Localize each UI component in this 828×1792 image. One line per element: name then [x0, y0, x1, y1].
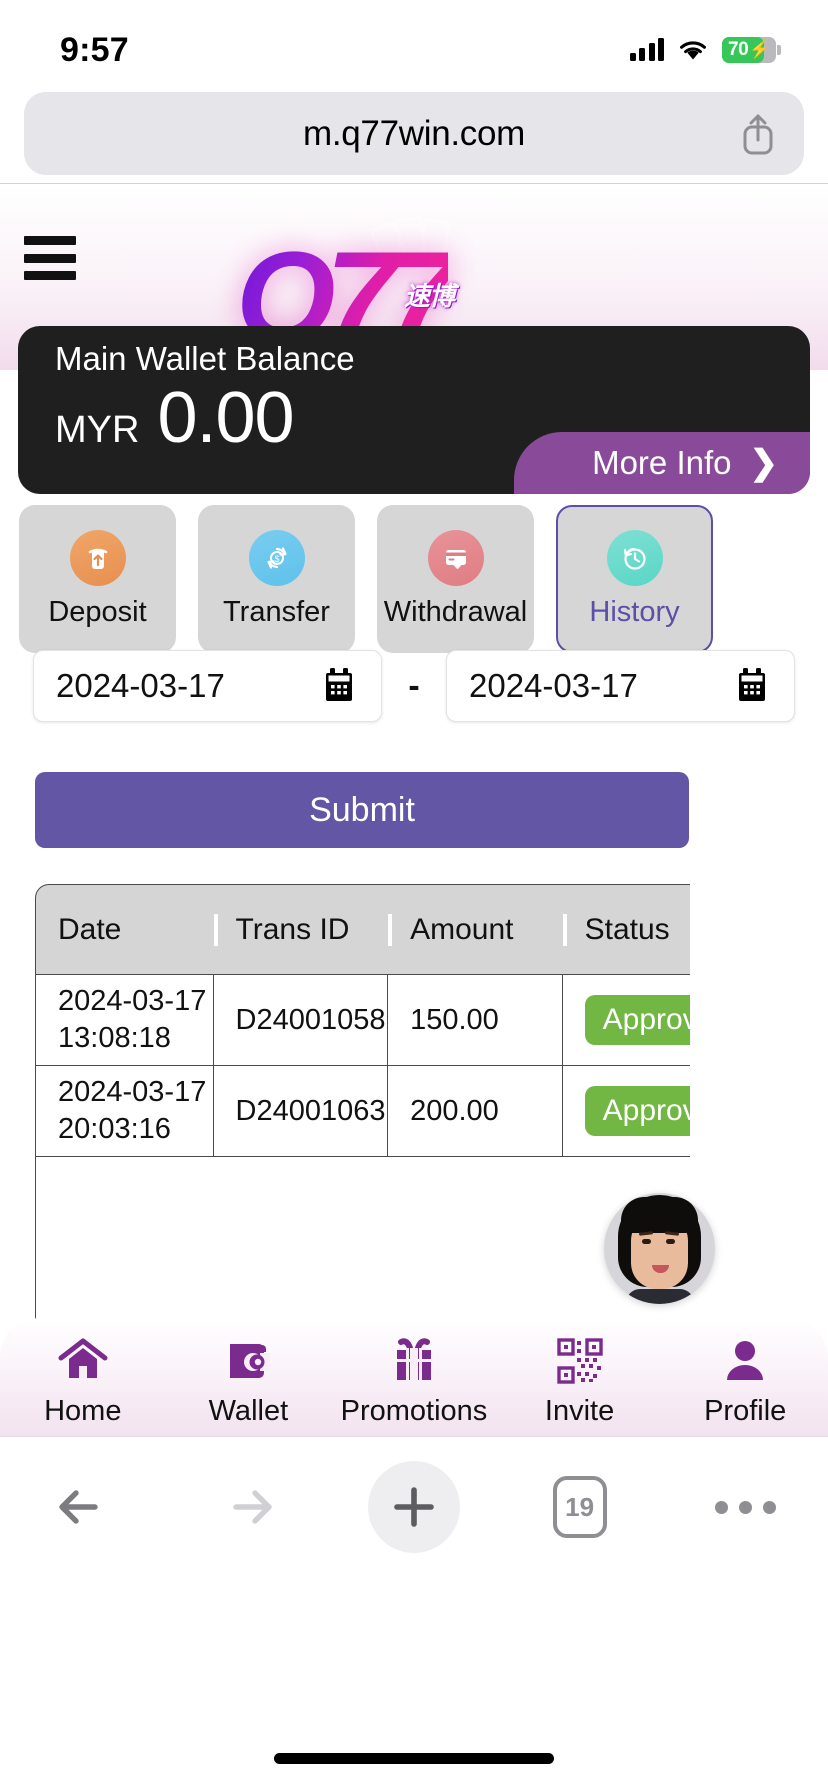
status-bar-time: 9:57: [60, 30, 129, 69]
wallet-amount: 0.00: [157, 378, 294, 458]
submit-button[interactable]: Submit: [35, 772, 689, 848]
wallet-amount-row: MYR 0.00: [55, 378, 295, 458]
more-button[interactable]: [662, 1447, 828, 1567]
qr-code-icon: [556, 1333, 603, 1389]
nav-label-promotions: Promotions: [340, 1394, 488, 1427]
column-header-date: Date: [58, 912, 122, 946]
cell-amount: 150.00: [388, 975, 563, 1065]
wallet-currency: MYR: [55, 409, 140, 451]
tile-label-withdrawal: Withdrawal: [383, 595, 528, 628]
nav-label-home: Home: [44, 1394, 122, 1427]
table-row: 2024-03-17 13:08:18 D24001058 150.00 App…: [35, 975, 690, 1066]
cell-trans-id: D24001063: [214, 1066, 389, 1156]
support-agent-avatar[interactable]: [604, 1193, 715, 1304]
nav-item-promotions[interactable]: Promotions: [339, 1333, 489, 1428]
date-from-field[interactable]: 2024-03-17: [33, 650, 382, 722]
transaction-history-table: Date Trans ID Amount Status 2024-03-17 1…: [35, 884, 690, 1336]
bottom-navigation: Home Wallet: [0, 1318, 828, 1436]
status-badge: Approved: [584, 995, 690, 1045]
cell-status: Approved: [563, 975, 690, 1065]
address-bar[interactable]: m.q77win.com: [24, 92, 804, 175]
battery-percent-label: 70: [728, 39, 749, 60]
tile-transfer[interactable]: $ Transfer: [198, 505, 355, 653]
tile-label-deposit: Deposit: [48, 595, 147, 628]
deposit-icon: [69, 529, 126, 586]
browser-url-bar-area: m.q77win.com: [0, 82, 828, 184]
more-info-label: More Info: [592, 444, 732, 481]
back-button[interactable]: [0, 1447, 166, 1567]
tabs-button[interactable]: 19: [497, 1447, 663, 1567]
table-row: 2024-03-17 20:03:16 D24001063 200.00 App…: [35, 1066, 690, 1157]
wifi-icon: [678, 39, 708, 62]
wallet-balance-label: Main Wallet Balance: [55, 340, 355, 377]
nav-label-wallet: Wallet: [208, 1394, 289, 1427]
nav-label-profile: Profile: [704, 1394, 787, 1427]
nav-item-wallet[interactable]: Wallet: [173, 1333, 323, 1428]
wallet-action-tiles: Deposit $ Transfer: [19, 505, 809, 653]
header-divider: [0, 183, 828, 184]
cell-date-time: 20:03:16: [58, 1113, 171, 1145]
tabs-icon: 19: [552, 1476, 607, 1538]
forward-button[interactable]: [166, 1447, 332, 1567]
cell-date-day: 2024-03-17: [58, 984, 207, 1017]
status-bar-indicators: 70 ⚡: [629, 37, 781, 63]
svg-text:$: $: [274, 554, 279, 564]
person-icon: [723, 1333, 767, 1389]
ios-status-bar: 9:57 70 ⚡: [0, 0, 828, 82]
history-icon: [606, 529, 663, 586]
home-icon: [57, 1333, 109, 1389]
date-range-filter: 2024-03-17 - 2024-03-17: [33, 650, 795, 722]
url-text: m.q77win.com: [302, 113, 526, 153]
cell-trans-id: D24001058: [214, 975, 389, 1065]
column-header-status: Status: [563, 913, 690, 947]
table-header-row: Date Trans ID Amount Status: [35, 884, 690, 975]
more-info-button[interactable]: More Info ❯: [514, 432, 810, 494]
chevron-right-icon: ❯: [749, 444, 779, 482]
transfer-icon: $: [248, 529, 305, 586]
calendar-icon[interactable]: [321, 667, 357, 705]
withdrawal-icon: [427, 529, 484, 586]
date-to-value: 2024-03-17: [469, 667, 638, 704]
nav-item-invite[interactable]: Invite: [505, 1333, 655, 1428]
tile-deposit[interactable]: Deposit: [19, 505, 176, 653]
tile-history[interactable]: History: [556, 505, 713, 653]
tile-label-history: History: [589, 595, 680, 628]
tile-withdrawal[interactable]: Withdrawal: [377, 505, 534, 653]
forward-arrow-icon: [233, 1490, 273, 1524]
nav-item-home[interactable]: Home: [8, 1333, 158, 1428]
main-wallet-card: Main Wallet Balance MYR 0.00 More Info ❯: [18, 326, 810, 494]
calendar-icon[interactable]: [734, 667, 770, 705]
status-badge: Approved: [584, 1086, 690, 1136]
home-indicator: [274, 1753, 554, 1764]
cellular-signal-icon: [629, 38, 664, 61]
cell-date: 2024-03-17 13:08:18: [36, 975, 214, 1065]
gift-icon: [388, 1333, 440, 1389]
cell-amount: 200.00: [388, 1066, 563, 1156]
more-ellipsis-icon: [714, 1500, 776, 1514]
date-from-value: 2024-03-17: [56, 667, 225, 704]
plus-icon: [394, 1487, 434, 1527]
new-tab-button[interactable]: [331, 1447, 497, 1567]
date-to-field[interactable]: 2024-03-17: [446, 650, 795, 722]
hamburger-menu-icon[interactable]: [24, 236, 76, 280]
column-header-trans-id: Trans ID: [214, 913, 389, 947]
date-range-separator: -: [408, 666, 420, 705]
wallet-icon: [224, 1333, 272, 1389]
nav-label-invite: Invite: [544, 1394, 615, 1427]
cell-date-day: 2024-03-17: [58, 1075, 207, 1108]
column-header-amount: Amount: [388, 913, 563, 947]
battery-charging-icon: 70 ⚡: [722, 37, 781, 63]
cell-date: 2024-03-17 20:03:16: [36, 1066, 214, 1156]
share-icon[interactable]: [738, 111, 778, 157]
cell-status: Approved: [563, 1066, 690, 1156]
browser-bottom-toolbar: 19: [0, 1436, 828, 1792]
logo-chinese-text: 速博: [404, 281, 455, 311]
table-empty-footer: [35, 1157, 690, 1332]
back-arrow-icon: [59, 1490, 98, 1524]
nav-item-profile[interactable]: Profile: [670, 1333, 820, 1428]
cell-date-time: 13:08:18: [58, 1022, 171, 1054]
tile-label-transfer: Transfer: [223, 595, 330, 628]
